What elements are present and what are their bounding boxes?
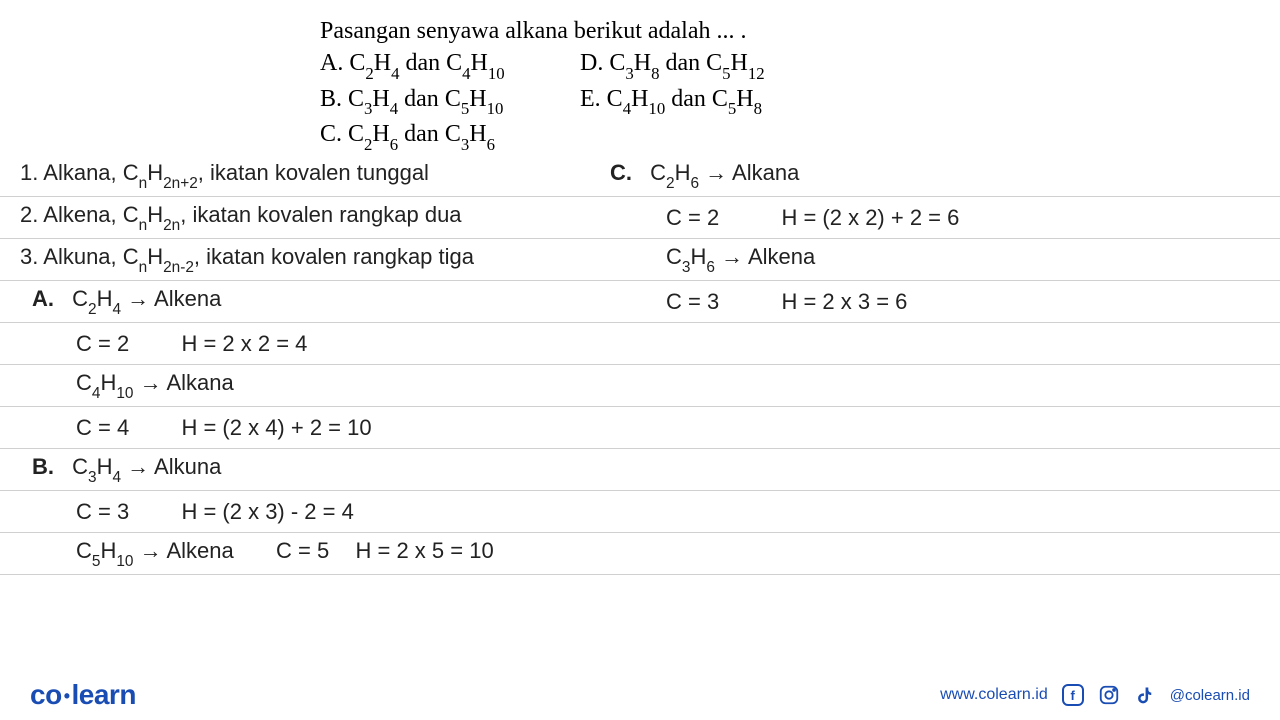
rule-2: 2. Alkena, CnH2n, ikatan kovalen rangkap… — [20, 202, 610, 232]
work-b-line2: C = 3 H = (2 x 3) - 2 = 4 — [20, 499, 610, 525]
rule-1: 1. Alkana, CnH2n+2, ikatan kovalen tungg… — [20, 160, 610, 190]
row-6: C4H10 → Alkana — [0, 365, 1280, 407]
row-7: C = 4 H = (2 x 4) + 2 = 10 — [0, 407, 1280, 449]
footer-bar: co•learn www.colearn.id f @colearn.id — [0, 670, 1280, 720]
brand-logo: co•learn — [30, 679, 136, 711]
row-10: C5H10 → Alkena C = 5 H = 2 x 5 = 10 — [0, 533, 1280, 575]
facebook-icon[interactable]: f — [1062, 684, 1084, 706]
footer-right: www.colearn.id f @colearn.id — [940, 684, 1250, 706]
option-d: D. C3H8 dan C5H12 — [580, 47, 840, 82]
work-a-line1: A. C2H4 → Alkena — [20, 286, 610, 316]
footer-handle[interactable]: @colearn.id — [1170, 687, 1250, 704]
work-c-line4: C = 3 H = 2 x 3 = 6 — [610, 289, 1250, 315]
row-9: C = 3 H = (2 x 3) - 2 = 4 — [0, 491, 1280, 533]
row-3: 3. Alkuna, CnH2n-2, ikatan kovalen rangk… — [0, 239, 1280, 281]
worksheet-area: 1. Alkana, CnH2n+2, ikatan kovalen tungg… — [0, 155, 1280, 617]
option-b: B. C3H4 dan C5H10 — [320, 83, 580, 118]
row-2: 2. Alkena, CnH2n, ikatan kovalen rangkap… — [0, 197, 1280, 239]
row-11 — [0, 575, 1280, 617]
work-a-line2: C = 2 H = 2 x 2 = 4 — [20, 331, 610, 357]
tiktok-icon[interactable] — [1134, 684, 1156, 706]
work-b-line3: C5H10 → Alkena C = 5 H = 2 x 5 = 10 — [20, 538, 610, 568]
question-block: Pasangan senyawa alkana berikut adalah .… — [320, 15, 840, 154]
work-c-line2: C = 2 H = (2 x 2) + 2 = 6 — [610, 205, 1250, 231]
option-c: C. C2H6 dan C3H6 — [320, 118, 580, 153]
work-a-line4: C = 4 H = (2 x 4) + 2 = 10 — [20, 415, 610, 441]
footer-url[interactable]: www.colearn.id — [940, 686, 1048, 704]
question-stem: Pasangan senyawa alkana berikut adalah .… — [320, 15, 840, 47]
instagram-icon[interactable] — [1098, 684, 1120, 706]
row-1: 1. Alkana, CnH2n+2, ikatan kovalen tungg… — [0, 155, 1280, 197]
work-a-line3: C4H10 → Alkana — [20, 370, 610, 400]
work-c-line3: C3H6 → Alkena — [610, 244, 1250, 274]
work-c-line1: C. C2H6 → Alkana — [610, 160, 1250, 190]
row-5: C = 2 H = 2 x 2 = 4 — [0, 323, 1280, 365]
row-8: B. C3H4 → Alkuna — [0, 449, 1280, 491]
work-b-line1: B. C3H4 → Alkuna — [20, 454, 610, 484]
rule-3: 3. Alkuna, CnH2n-2, ikatan kovalen rangk… — [20, 244, 610, 274]
row-4: A. C2H4 → Alkena C = 3 H = 2 x 3 = 6 — [0, 281, 1280, 323]
option-e: E. C4H10 dan C5H8 — [580, 83, 840, 118]
option-a: A. C2H4 dan C4H10 — [320, 47, 580, 82]
